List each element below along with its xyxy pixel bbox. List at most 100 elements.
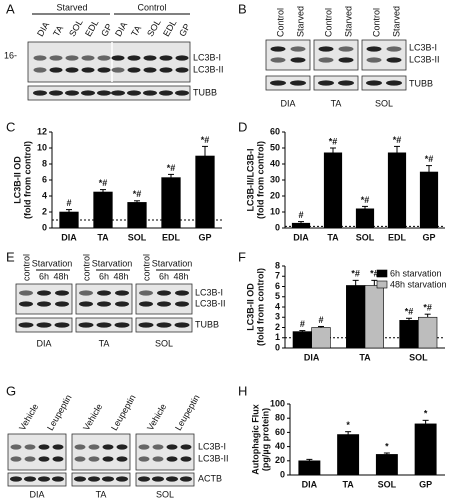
y-axis-label: LC3B-II/LC3B-I xyxy=(245,149,255,212)
blot-band xyxy=(386,57,402,63)
blot-band xyxy=(338,80,354,86)
blot-band xyxy=(97,67,111,73)
x-tick-label: TA xyxy=(97,232,109,242)
tissue-label: SOL xyxy=(155,338,173,348)
x-tick-label: TA xyxy=(327,232,339,242)
tissue-label: SOL xyxy=(375,98,393,108)
x-tick-label: DIA xyxy=(293,232,309,242)
x-tick-label: EDL xyxy=(388,232,407,242)
blot-band xyxy=(152,456,164,462)
lane-label: GP xyxy=(177,22,192,38)
lane-label: EDL xyxy=(83,18,100,38)
lane-label: Control xyxy=(275,8,285,37)
blot-band xyxy=(115,301,129,307)
blot-band xyxy=(74,456,86,462)
time-label: 6h xyxy=(159,271,169,281)
y-axis-label: LC3B-II OD xyxy=(12,156,22,204)
blot-band xyxy=(175,90,189,96)
blot-band xyxy=(138,322,154,328)
blot-band xyxy=(102,456,114,462)
x-tick-label: TA xyxy=(359,352,371,362)
y-tick-label: 0 xyxy=(280,469,285,479)
blot-band xyxy=(52,444,64,450)
band-label: LC3B-II xyxy=(198,453,229,463)
blot-band xyxy=(290,80,306,86)
blot-band xyxy=(79,301,93,307)
x-tick-label: GP xyxy=(422,232,435,242)
bar xyxy=(375,454,398,476)
blot-band xyxy=(159,67,173,73)
blot-frame xyxy=(135,433,195,471)
annotation: *# xyxy=(201,135,210,145)
y-axis-label: (pg/µg protein) xyxy=(260,408,270,471)
annotation: # xyxy=(318,315,323,325)
band-label: LC3B-I xyxy=(193,52,221,62)
x-tick-label: SOL xyxy=(378,479,397,489)
annotation: *# xyxy=(133,189,142,199)
annotation: *# xyxy=(405,307,414,317)
legend-swatch xyxy=(376,269,388,278)
x-tick-label: SOL xyxy=(128,232,147,242)
blot-band xyxy=(102,476,114,482)
x-tick-label: GP xyxy=(198,232,211,242)
blot-band xyxy=(318,57,334,63)
bar xyxy=(355,208,375,229)
y-tick-label: 50 xyxy=(270,142,280,152)
blot-band xyxy=(24,456,36,462)
blot-band xyxy=(338,46,354,52)
blot-band xyxy=(111,67,125,73)
blot-band xyxy=(19,301,33,307)
group-label: Starvation xyxy=(92,258,133,268)
blot-band xyxy=(290,57,306,63)
blot-band xyxy=(180,444,192,450)
blot-band xyxy=(33,55,47,61)
blot-band xyxy=(81,90,95,96)
lane-label: GP xyxy=(99,22,114,38)
y-tick-label: 5 xyxy=(275,291,280,301)
tissue-label: SOL xyxy=(156,489,174,499)
bar xyxy=(161,177,181,229)
blot-frame xyxy=(71,433,131,471)
annotation: * xyxy=(385,441,389,451)
y-tick-label: 10 xyxy=(270,206,280,216)
blot-band xyxy=(52,476,64,482)
lane-label: DIA xyxy=(113,20,129,38)
blot-band xyxy=(36,322,52,328)
annotation: *# xyxy=(329,136,338,146)
annotation: * xyxy=(346,420,350,430)
lane-label: Vehicle xyxy=(145,402,168,432)
bar xyxy=(419,171,439,229)
group-label: Starvation xyxy=(32,258,73,268)
blot-frame xyxy=(135,283,193,315)
blot-band xyxy=(175,290,189,296)
blot-band xyxy=(111,55,125,61)
blot-band xyxy=(97,290,111,296)
annotation: *# xyxy=(351,269,360,279)
blot-band xyxy=(156,322,172,328)
blot-band xyxy=(366,80,382,86)
lane-label: Starved xyxy=(343,6,353,37)
blot-band xyxy=(127,55,141,61)
blot-band xyxy=(78,322,94,328)
lane-label: Vehicle xyxy=(81,402,104,432)
blot-band xyxy=(65,67,79,73)
blot-band xyxy=(127,67,141,73)
blot-band xyxy=(52,456,64,462)
loading-label: TUBB xyxy=(195,319,219,329)
panel-label: E xyxy=(6,249,15,264)
loading-label: TUBB xyxy=(193,87,217,97)
blot-band xyxy=(74,444,86,450)
bar xyxy=(346,285,366,349)
bar xyxy=(323,152,343,229)
blot-frame xyxy=(15,283,73,315)
blot-band xyxy=(116,476,128,482)
blot-band xyxy=(116,444,128,450)
blot-band xyxy=(138,476,150,482)
blot-band xyxy=(157,290,171,296)
blot-band xyxy=(97,301,111,307)
blot-frame xyxy=(361,39,407,71)
blot-band xyxy=(143,90,157,96)
blot-band xyxy=(88,476,100,482)
bar xyxy=(195,155,215,229)
bar xyxy=(59,211,79,229)
